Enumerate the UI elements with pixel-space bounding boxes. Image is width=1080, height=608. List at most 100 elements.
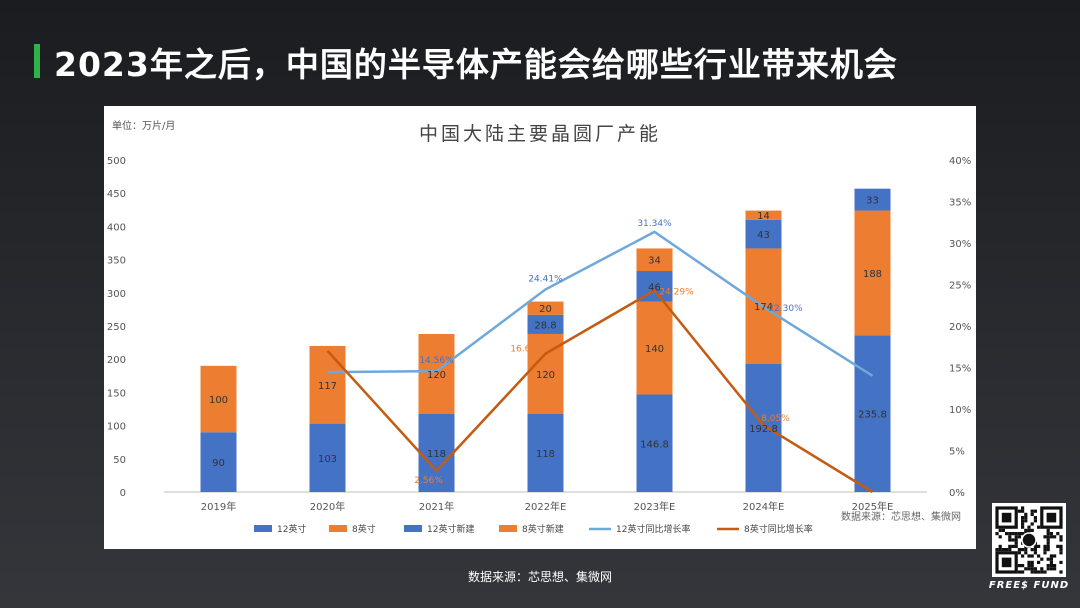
brand-logo: FREE$ FUND — [988, 580, 1070, 591]
qr-module — [1059, 551, 1063, 555]
bar-segment — [745, 363, 782, 492]
qr-module — [1059, 548, 1063, 552]
qr-module — [998, 528, 1002, 532]
qr-module — [1033, 567, 1037, 571]
qr-center-logo — [1021, 532, 1037, 548]
qr-module — [1001, 512, 1012, 523]
qr-module — [1027, 528, 1031, 532]
title-accent-bar — [34, 44, 40, 78]
qr-module — [1017, 570, 1021, 574]
qr-module — [1033, 509, 1037, 513]
qr-module — [1024, 512, 1028, 516]
qr-module — [1021, 554, 1025, 558]
y-left-tick-label: 150 — [107, 388, 126, 399]
legend-label: 8英寸新建 — [522, 523, 564, 535]
bar-data-label: 120 — [427, 370, 446, 381]
qr-module — [1040, 567, 1044, 571]
qr-module — [1027, 525, 1031, 529]
qr-module — [1011, 532, 1015, 536]
qr-module — [1043, 548, 1047, 552]
qr-module — [1017, 564, 1021, 568]
qr-module — [1037, 570, 1041, 574]
line-data-label: 31.34% — [637, 219, 672, 229]
legend-label: 8英寸 — [352, 523, 376, 535]
line-data-label: 22.30% — [768, 304, 803, 314]
qr-module — [1017, 551, 1021, 555]
qr-module — [1053, 554, 1057, 558]
qr-module — [1049, 567, 1053, 571]
qr-module — [1046, 557, 1050, 561]
line-data-label: 24.41% — [528, 274, 563, 284]
qr-module — [1046, 535, 1050, 539]
qr-module — [1037, 525, 1041, 529]
qr-module — [1030, 554, 1034, 558]
y-left-tick-label: 400 — [107, 222, 126, 233]
line-data-label: 8.05% — [761, 414, 790, 424]
x-tick-label: 2021年 — [419, 500, 454, 513]
bar-data-label: 46 — [648, 282, 661, 293]
qr-module — [995, 548, 999, 552]
bar-data-label: 118 — [427, 449, 446, 460]
legend-swatch — [329, 525, 347, 532]
bar-segment — [309, 345, 346, 424]
qr-module — [1008, 535, 1012, 539]
qr-module — [1037, 544, 1041, 548]
qr-module — [1014, 541, 1018, 545]
qr-module — [998, 544, 1002, 548]
qr-module — [1024, 567, 1028, 571]
bar-data-label: 34 — [648, 256, 661, 267]
x-tick-label: 2020年 — [310, 500, 345, 513]
qr-module — [1024, 548, 1028, 552]
qr-module — [1046, 528, 1050, 532]
y-left-tick-label: 50 — [113, 455, 126, 466]
x-tick-label: 2024年E — [743, 500, 785, 513]
qr-module — [1008, 532, 1012, 536]
bar-segment — [527, 314, 564, 334]
legend-label: 12英寸新建 — [427, 523, 474, 535]
bar-data-label: 192.8 — [749, 424, 778, 435]
qr-module — [1024, 519, 1028, 523]
qr-module — [1037, 560, 1041, 564]
y-left-tick-label: 450 — [107, 189, 126, 200]
bar-segment — [636, 301, 673, 395]
bar-data-label: 20 — [539, 304, 552, 315]
y-right-tick-label: 25% — [949, 281, 971, 292]
legend-swatch — [499, 525, 517, 532]
qr-module — [1017, 535, 1021, 539]
qr-module — [1021, 509, 1025, 513]
qr-module — [1033, 570, 1037, 574]
qr-module — [1053, 535, 1057, 539]
qr-module — [1033, 519, 1037, 523]
legend-swatch — [254, 525, 272, 532]
legend-label: 12英寸 — [277, 523, 306, 535]
y-right-tick-label: 40% — [949, 156, 971, 167]
qr-module — [1027, 560, 1031, 564]
qr-module — [1030, 512, 1034, 516]
qr-module — [1030, 509, 1034, 513]
bar-data-label: 120 — [536, 370, 555, 381]
qr-module — [1014, 544, 1018, 548]
bar-data-label: 90 — [212, 458, 225, 469]
qr-module — [1046, 541, 1050, 545]
legend-swatch — [404, 525, 422, 532]
bar-segment — [309, 423, 346, 492]
y-left-tick-label: 0 — [120, 488, 126, 499]
qr-module — [1014, 538, 1018, 542]
qr-module — [1033, 551, 1037, 555]
qr-module — [1049, 554, 1053, 558]
bar-segment — [527, 301, 564, 315]
bar-data-label: 118 — [536, 449, 555, 460]
qr-module — [1024, 528, 1028, 532]
qr-module — [1040, 557, 1044, 561]
y-right-tick-label: 20% — [949, 322, 971, 333]
qr-module — [1030, 564, 1034, 568]
y-right-tick-label: 35% — [949, 198, 971, 209]
qr-module — [1021, 548, 1025, 552]
qr-module — [1021, 522, 1025, 526]
qr-module — [1021, 506, 1025, 510]
qr-module — [1049, 564, 1053, 568]
bar-segment — [854, 335, 891, 492]
qr-module — [998, 535, 1002, 539]
qr-module — [1053, 564, 1057, 568]
qr-code[interactable] — [992, 503, 1066, 577]
